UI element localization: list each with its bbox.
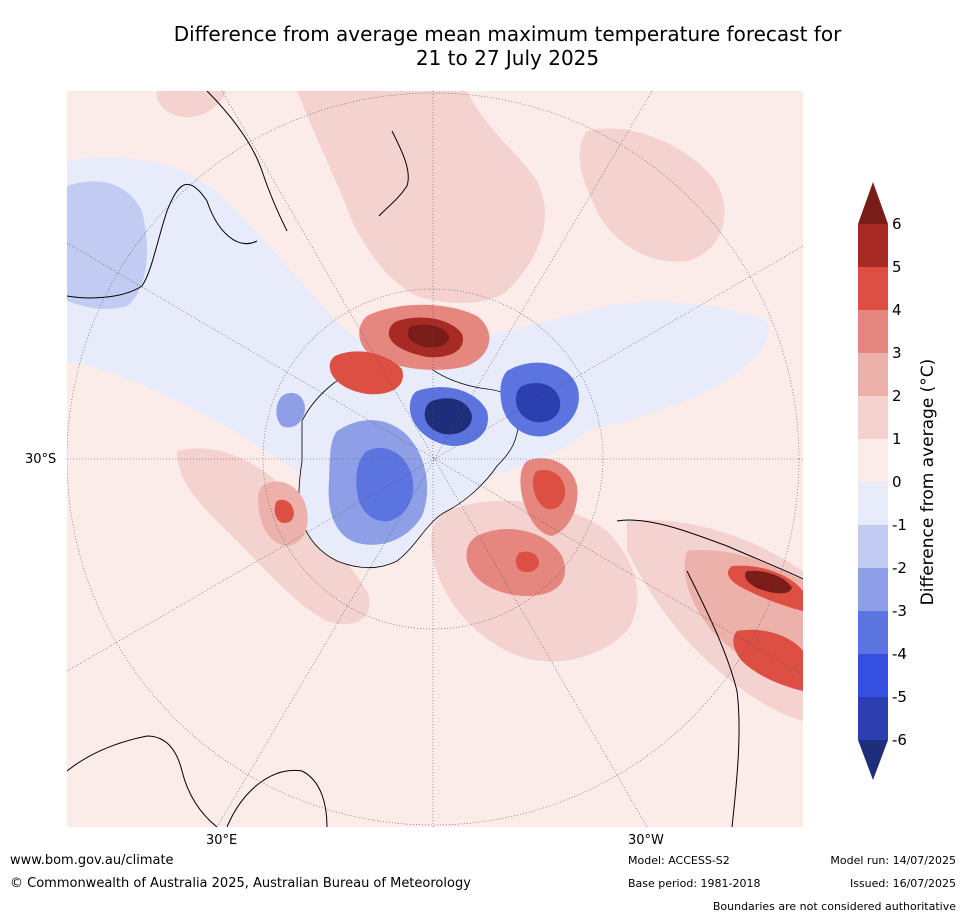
colorbar-label: Difference from average (°C) [918,358,938,606]
title-line-2: 21 to 27 July 2025 [415,46,600,70]
colorbar-tick: -6 [892,731,907,749]
anomaly-map[interactable] [67,91,803,827]
colorbar-band-1-2 [858,396,888,439]
coastline-south-america [616,519,803,827]
warm-region-pacific [297,91,546,303]
boundaries-disclaimer: Boundaries are not considered authoritat… [712,900,956,913]
colorbar-tick: 6 [892,215,902,233]
cool-anomaly-east-antarctica-inner [356,447,414,522]
website-link[interactable]: www.bom.gov.au/climate [10,853,174,868]
colorbar-band-4-5 [858,267,888,310]
warm-anomaly-brazil [733,629,803,691]
coastline-new-zealand [378,130,409,217]
colorbar-band-0-1 [858,439,888,482]
model-run-date: Model run: 14/07/2025 [830,854,956,867]
longitude-label-30e: 30°E [206,833,238,848]
title-line-1: Difference from average mean maximum tem… [173,22,842,46]
colorbar-tick: 1 [892,430,902,448]
model-name: Model: ACCESS-S2 [628,854,730,867]
colorbar-arrow-max [858,182,888,224]
issued-date: Issued: 16/07/2025 [849,877,956,890]
chart-title: Difference from average mean maximum tem… [0,22,965,70]
colorbar-tick: -5 [892,688,907,706]
colorbar-tick: -4 [892,645,907,663]
base-period: Base period: 1981-2018 [628,877,761,890]
colorbar-band-m3-m2 [858,568,888,611]
warm-anomaly-atlantic-core [515,551,539,573]
colorbar-tick: 0 [892,473,902,491]
colorbar-band-m5-m4 [858,654,888,697]
copyright-notice: © Commonwealth of Australia 2025, Austra… [10,876,471,891]
colorbar-band-m4-m3 [858,611,888,654]
coastline-africa [67,735,328,827]
colorbar-arrow-min [858,740,888,780]
warm-anomaly-indian-core [274,499,294,523]
coastline-australia [67,91,288,299]
map-svg [67,91,803,827]
colorbar [858,182,888,780]
warm-anomaly-pacific-darkest [407,324,450,348]
warm-region-north-strip [156,91,227,118]
latitude-label-30s: 30°S [25,452,57,467]
colorbar-tick: -1 [892,516,907,534]
colorbar-band-2-3 [858,353,888,396]
warm-anomaly-south-america-core [745,570,792,594]
colorbar-band-m6-m5 [858,697,888,740]
colorbar-tick: -2 [892,559,907,577]
cool-region-southwest [67,181,147,309]
warm-anomaly-atlantic [466,528,566,596]
colorbar-band-m1-0 [858,482,888,525]
cool-anomaly-dronning-maud-core [424,398,472,435]
colorbar-band-5-6 [858,224,888,267]
colorbar-tick: 5 [892,258,902,276]
warm-anomaly-ross [329,351,403,395]
colorbar-tick: -3 [892,602,907,620]
colorbar-tick: 2 [892,387,902,405]
warm-anomaly-peninsula-core [533,469,566,510]
cool-anomaly-weddell-core [515,382,561,423]
colorbar-band-3-4 [858,310,888,353]
cool-anomaly-west-isolated [276,392,305,428]
graticule [67,91,803,827]
longitude-label-30w: 30°W [628,833,664,848]
colorbar-tick: 4 [892,301,902,319]
warm-region-east-pacific [579,128,725,262]
colorbar-band-m2-m1 [858,525,888,568]
colorbar-tick: 3 [892,344,902,362]
